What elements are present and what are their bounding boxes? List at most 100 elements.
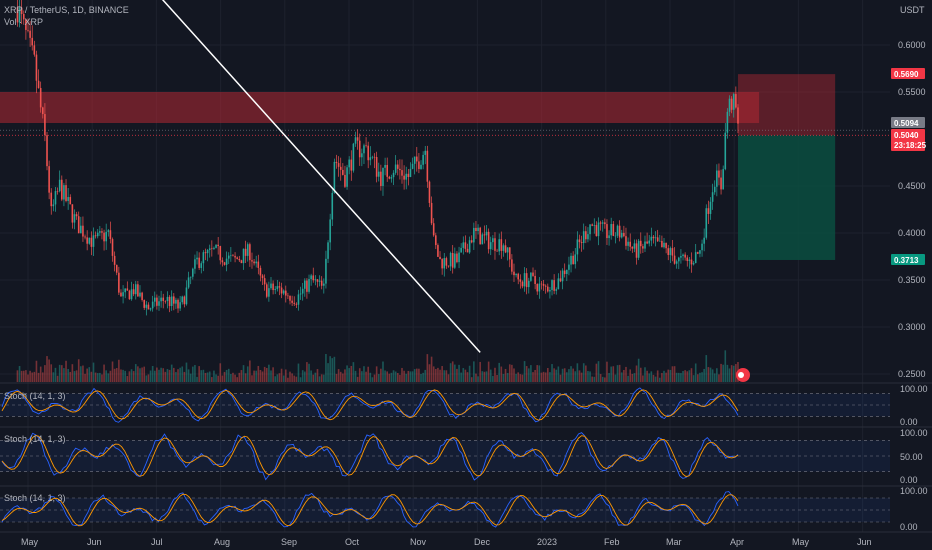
target-zone[interactable] bbox=[737, 135, 836, 260]
volume-bar bbox=[162, 368, 165, 382]
volume-bar bbox=[470, 377, 473, 382]
candle-body bbox=[65, 185, 67, 201]
candle-body bbox=[308, 279, 310, 292]
volume-bar bbox=[426, 354, 429, 382]
candle-body bbox=[99, 231, 101, 233]
volume-bar bbox=[394, 371, 397, 382]
candle-body bbox=[692, 263, 695, 265]
candle-body bbox=[610, 224, 612, 236]
time-tick: Aug bbox=[214, 537, 230, 547]
candle-body bbox=[555, 289, 558, 291]
volume-bar bbox=[572, 368, 574, 382]
volume-bar bbox=[608, 373, 610, 382]
stop-zone[interactable] bbox=[737, 74, 836, 136]
flag-icon bbox=[738, 372, 744, 378]
volume-bar bbox=[616, 365, 619, 382]
volume-bar bbox=[143, 366, 146, 382]
volume-bar bbox=[555, 369, 558, 382]
target-price-label: 0.3713 bbox=[894, 256, 919, 265]
candle-body bbox=[358, 140, 361, 158]
candle-body bbox=[206, 249, 209, 254]
volume-bar bbox=[716, 368, 718, 382]
candle-body bbox=[208, 248, 211, 250]
flag-badge[interactable] bbox=[736, 368, 750, 382]
volume-bar bbox=[299, 377, 302, 382]
candle-body bbox=[80, 225, 82, 234]
candle-body bbox=[690, 259, 693, 265]
volume-bar bbox=[94, 372, 97, 382]
candle-body bbox=[726, 111, 729, 133]
candle-body bbox=[424, 150, 427, 155]
volume-bar bbox=[39, 366, 42, 382]
candle-body bbox=[185, 287, 188, 305]
volume-bar bbox=[435, 368, 437, 382]
entry-price-tag bbox=[891, 129, 925, 151]
candle-body bbox=[156, 297, 158, 306]
candle-body bbox=[115, 264, 118, 273]
candle-body bbox=[566, 269, 568, 274]
stoch-panels bbox=[0, 387, 890, 528]
volume-bar bbox=[304, 371, 306, 382]
candle-body bbox=[426, 150, 429, 182]
volume-bar bbox=[88, 367, 91, 382]
volume-bar bbox=[532, 372, 534, 382]
candle-body bbox=[158, 301, 160, 306]
candle-body bbox=[356, 137, 359, 141]
volume-bar bbox=[69, 371, 72, 382]
candle-body bbox=[722, 169, 724, 190]
volume-bar bbox=[637, 358, 640, 382]
volume-bar bbox=[669, 369, 672, 382]
candle-body bbox=[291, 300, 293, 303]
candle-body bbox=[536, 284, 539, 292]
candle-body bbox=[259, 267, 262, 276]
candle-body bbox=[675, 261, 678, 264]
candle-body bbox=[230, 255, 232, 257]
volume-bar bbox=[227, 368, 230, 382]
volume-bar bbox=[530, 365, 532, 382]
candle-body bbox=[650, 236, 653, 241]
volume-bar bbox=[175, 372, 177, 382]
candle-body bbox=[181, 296, 184, 303]
volume-bar bbox=[82, 365, 84, 382]
volume-bar bbox=[587, 371, 589, 382]
volume-bar bbox=[561, 368, 564, 382]
candle-body bbox=[251, 260, 253, 262]
volume-bar bbox=[257, 365, 260, 382]
stoch-title-2: Stoch (14, 1, 3) bbox=[4, 434, 66, 444]
trend-line[interactable] bbox=[157, 0, 481, 353]
volume-bar bbox=[388, 373, 391, 382]
candle-body bbox=[69, 197, 72, 205]
resistance-zone[interactable] bbox=[0, 92, 760, 124]
volume-bar bbox=[705, 355, 708, 382]
volume-bar bbox=[350, 365, 353, 382]
candle-body bbox=[367, 145, 369, 161]
candle-body bbox=[325, 258, 327, 284]
candle-body bbox=[633, 243, 636, 249]
candle-body bbox=[84, 236, 86, 238]
price-axis[interactable]: 0.6000 0.5500 0.4500 0.4000 0.3500 0.300… bbox=[891, 40, 927, 379]
candle-body bbox=[578, 239, 581, 243]
candle-body bbox=[559, 278, 562, 282]
volume-bar bbox=[667, 369, 670, 382]
time-axis[interactable]: May Jun Jul Aug Sep Oct Nov Dec 2023 Feb… bbox=[21, 537, 872, 547]
candle-body bbox=[63, 185, 65, 200]
volume-bar bbox=[333, 356, 336, 382]
time-tick: May bbox=[21, 537, 39, 547]
volume-bar bbox=[20, 370, 23, 382]
volume-bar bbox=[25, 370, 27, 382]
volume-bar bbox=[109, 370, 112, 382]
volume-bar bbox=[730, 365, 733, 382]
volume-bar bbox=[90, 371, 93, 382]
candle-body bbox=[124, 288, 126, 293]
stoch-d-line bbox=[1, 493, 739, 527]
volume-bar bbox=[363, 366, 365, 382]
candle-body bbox=[705, 208, 708, 238]
candle-body bbox=[365, 145, 367, 146]
volume-bar bbox=[145, 375, 148, 382]
volume-bar bbox=[454, 364, 456, 382]
volume-bar bbox=[483, 371, 486, 382]
candle-body bbox=[289, 295, 291, 301]
volume-bar bbox=[71, 364, 74, 382]
volume-bar bbox=[413, 369, 416, 382]
